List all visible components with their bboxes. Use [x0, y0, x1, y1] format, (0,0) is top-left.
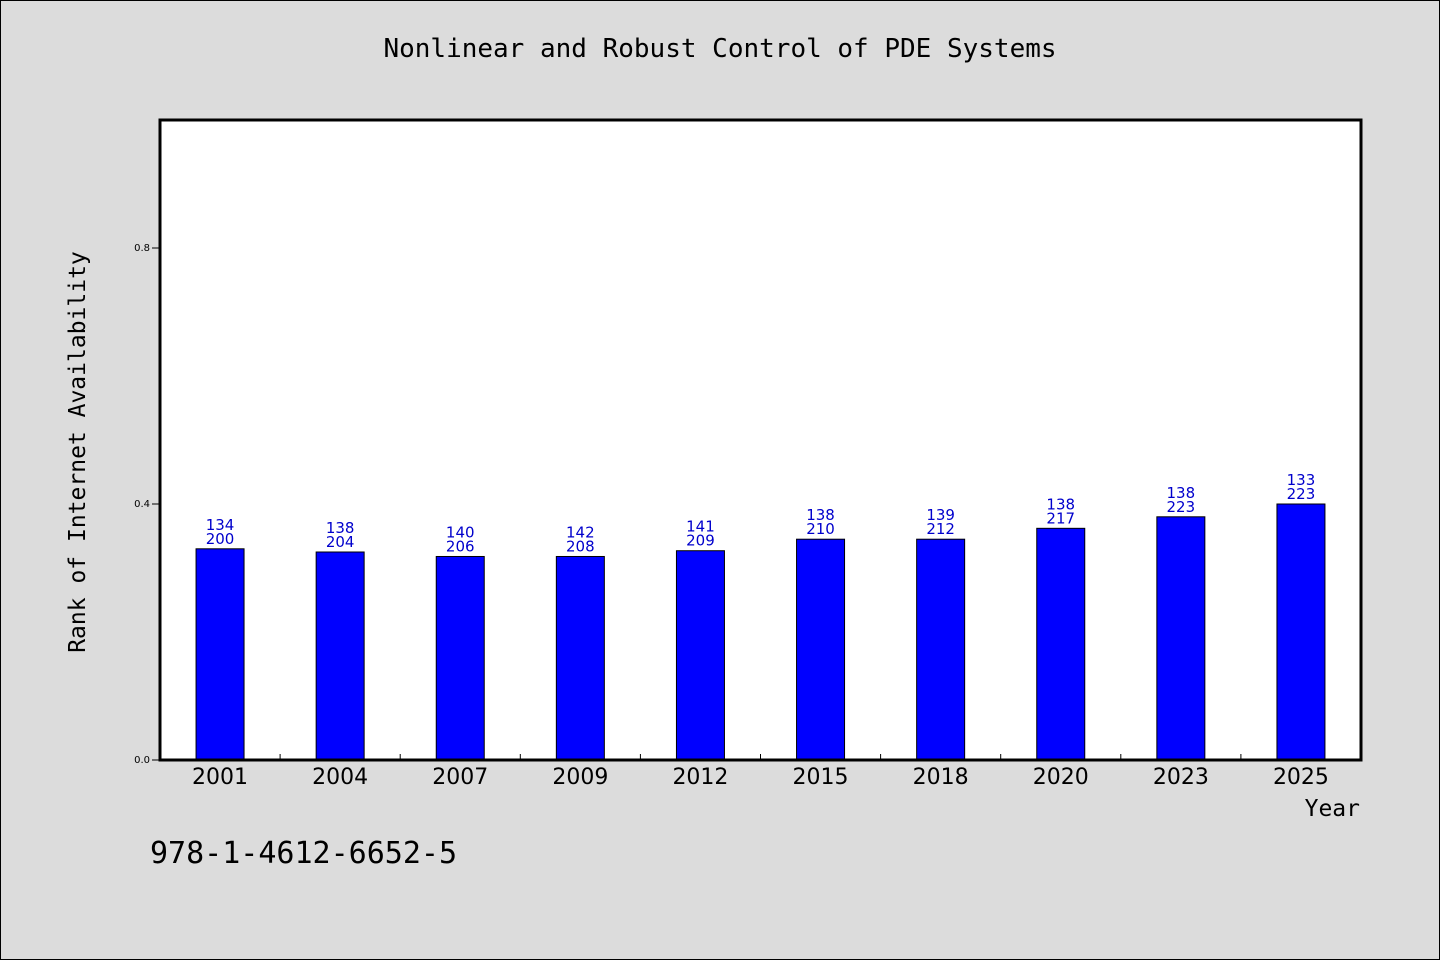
- x-tick-label: 2025: [1273, 765, 1329, 790]
- y-tick-label: 0.4: [134, 499, 150, 510]
- plot-frame: [158, 118, 1363, 762]
- x-tick-label: 2012: [672, 765, 728, 790]
- bar-label-top: 138: [1046, 495, 1075, 513]
- x-tick-label: 2015: [793, 765, 849, 790]
- x-tick-label: 2020: [1033, 765, 1089, 790]
- bar: [1036, 527, 1086, 761]
- bar: [1156, 516, 1206, 761]
- x-tick-label: 2018: [913, 765, 969, 790]
- bar-label-top: 140: [446, 523, 475, 541]
- x-tick-label: 2023: [1153, 765, 1209, 790]
- bar: [916, 538, 966, 761]
- x-tick-label: 2009: [552, 765, 608, 790]
- x-tick-label: 2004: [312, 765, 368, 790]
- isbn-text: 978-1-4612-6652-5: [150, 836, 458, 871]
- bar-label-bottom: 210: [806, 520, 835, 538]
- chart-title: Nonlinear and Robust Control of PDE Syst…: [383, 34, 1057, 64]
- bar: [195, 548, 245, 761]
- bar-label-top: 138: [1167, 484, 1196, 502]
- bar-label-bottom: 217: [1046, 509, 1075, 527]
- bar-label-top: 134: [206, 516, 235, 534]
- bar: [315, 551, 365, 761]
- bar: [1276, 503, 1326, 761]
- bar-label-bottom: 212: [926, 520, 955, 538]
- bar-label-top: 142: [566, 523, 595, 541]
- y-tick-label: 0.8: [134, 243, 150, 254]
- bar-label-top: 138: [326, 519, 355, 537]
- bar: [555, 555, 605, 761]
- bar: [675, 550, 725, 761]
- bar-label-top: 139: [926, 506, 955, 524]
- bar-label-bottom: 223: [1167, 498, 1196, 516]
- bar: [796, 538, 846, 761]
- bar-label-bottom: 204: [326, 533, 355, 551]
- bar-label-bottom: 206: [446, 537, 475, 555]
- bar-label-bottom: 209: [686, 532, 715, 550]
- bar-label-bottom: 208: [566, 537, 595, 555]
- x-axis-label: Year: [1304, 796, 1360, 822]
- y-tick-label: 0.0: [134, 755, 150, 766]
- bar-label-bottom: 200: [206, 530, 235, 548]
- bar-label-top: 138: [806, 506, 835, 524]
- bar-label-bottom: 223: [1287, 485, 1316, 503]
- bar: [435, 555, 485, 761]
- bar-label-top: 133: [1287, 471, 1316, 489]
- bar-label-top: 141: [686, 518, 715, 536]
- x-tick-label: 2007: [432, 765, 488, 790]
- x-tick-label: 2001: [192, 765, 248, 790]
